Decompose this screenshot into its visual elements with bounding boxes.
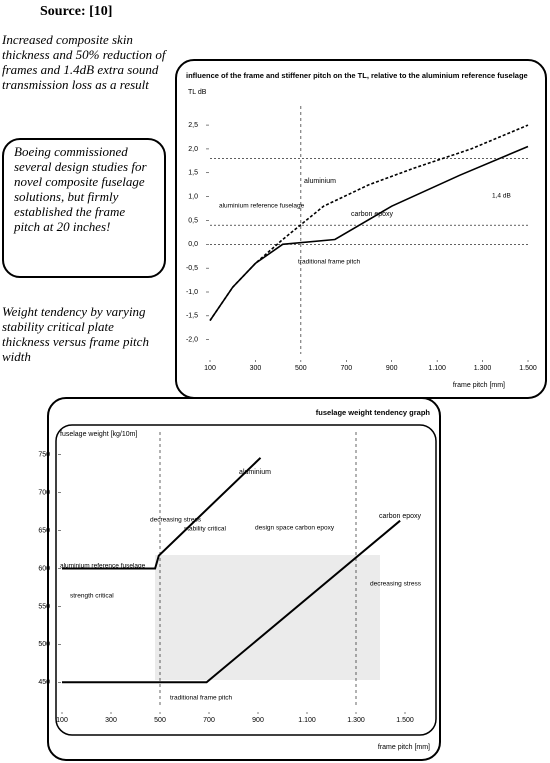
x-tick-label: 1.500 (519, 365, 537, 372)
y-tick-label: -0,5 (186, 265, 198, 272)
design-space (155, 555, 380, 680)
y-tick-label: -2,0 (186, 337, 198, 344)
y-tick-label: 0,0 (188, 241, 198, 248)
annotation: 1,4 dB (492, 193, 511, 200)
annotation: aluminium reference fuselage (60, 563, 146, 570)
chart-title: fuselage weight tendency graph (316, 408, 431, 417)
y-tick-label: 2,0 (188, 146, 198, 153)
y-tick-label: 550 (38, 603, 50, 610)
x-tick-label: 900 (386, 365, 398, 372)
series-line (62, 457, 262, 570)
y-tick-label: 600 (38, 565, 50, 572)
y-tick-label: 450 (38, 679, 50, 686)
series-label: carbon epoxy (351, 211, 394, 218)
annotation: decreasing stress (150, 517, 202, 524)
x-tick-label: 100 (204, 365, 216, 372)
annotation: traditional frame pitch (298, 259, 361, 266)
x-tick-label: 1.300 (347, 717, 365, 724)
x-tick-label: 700 (340, 365, 352, 372)
annotation: decreasing stress (370, 581, 422, 588)
y-tick-label: 700 (38, 490, 50, 497)
series-label: aluminium (239, 469, 271, 476)
y-tick-label: 500 (38, 641, 50, 648)
series-line (62, 519, 401, 684)
y-tick-label: 2,5 (188, 122, 198, 129)
x-tick-label: 300 (105, 717, 117, 724)
frame (175, 59, 547, 399)
plot-frame (55, 424, 437, 736)
y-axis-label: TL dB (188, 89, 207, 96)
note: Weight tendency by varying stability cri… (2, 304, 149, 364)
y-tick-label: 750 (38, 452, 50, 459)
source: Source: [10] (40, 4, 113, 19)
series-label: aluminium (304, 178, 336, 185)
y-tick-label: 1,0 (188, 193, 198, 200)
y-axis-label: fuselage weight [kg/10m] (60, 431, 137, 438)
y-tick-label: -1,0 (186, 289, 198, 296)
x-tick-label: 1.500 (396, 717, 414, 724)
annotation: traditional frame pitch (170, 695, 233, 702)
x-tick-label: 1.100 (428, 365, 446, 372)
chart-title: influence of the frame and stiffener pit… (186, 71, 528, 80)
annotation: design space carbon epoxy (255, 525, 335, 532)
x-tick-label: 300 (250, 365, 262, 372)
series-label: carbon epoxy (379, 513, 422, 520)
annotation: stability critical (184, 526, 226, 533)
y-tick-label: 0,5 (188, 217, 198, 224)
x-axis-label: frame pitch [mm] (453, 382, 505, 389)
x-tick-label: 500 (295, 365, 307, 372)
annotation: aluminium reference fuselage (219, 203, 305, 210)
annotation: strength critical (70, 593, 114, 600)
callout: Boeing commissioned several design studi… (2, 138, 166, 278)
x-tick-label: 500 (154, 717, 166, 724)
x-axis-label: frame pitch [mm] (378, 744, 430, 751)
series-line (209, 145, 529, 322)
y-tick-label: -1,5 (186, 313, 198, 320)
x-tick-label: 900 (252, 717, 264, 724)
x-tick-label: 100 (56, 717, 68, 724)
x-tick-label: 1.100 (298, 717, 316, 724)
x-tick-label: 1.300 (474, 365, 492, 372)
y-tick-label: 650 (38, 527, 50, 534)
note: Increased composite skin thickness and 5… (2, 32, 166, 92)
y-tick-label: 1,5 (188, 170, 198, 177)
x-tick-label: 700 (203, 717, 215, 724)
